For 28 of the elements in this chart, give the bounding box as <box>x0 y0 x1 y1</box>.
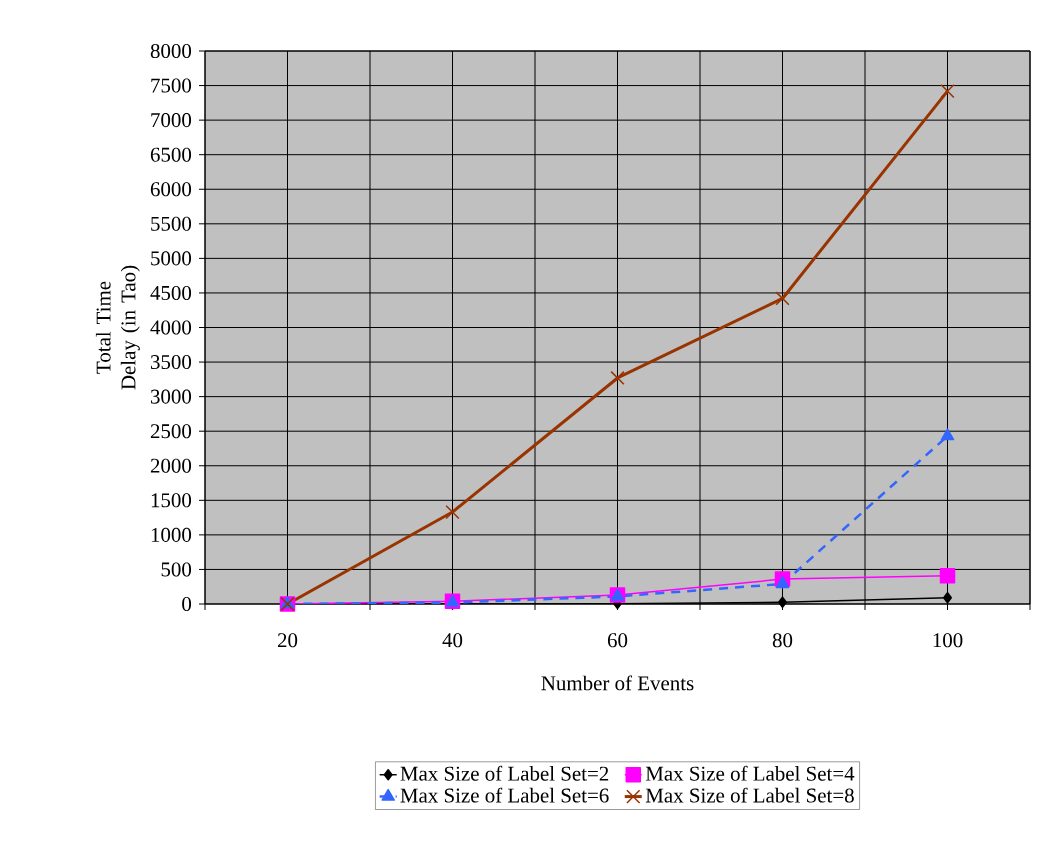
y-tick-label: 5000 <box>151 251 192 266</box>
x-axis-title: Number of Events <box>541 675 694 691</box>
y-tick-label: 2000 <box>150 458 192 473</box>
y-tick-label: 4500 <box>150 285 192 300</box>
x-tick-label: 40 <box>442 633 463 648</box>
y-tick-label: 7000 <box>151 113 192 128</box>
y-tick-label: 3000 <box>150 389 192 404</box>
y-tick-label: 1500 <box>151 493 192 508</box>
y-tick-label: 0 <box>182 596 192 612</box>
y-tick-label: 500 <box>161 562 192 577</box>
legend-label: Max Size of Label Set=6 <box>400 787 609 803</box>
y-tick-label: 7500 <box>151 78 192 93</box>
y-tick-label: 1000 <box>151 527 192 542</box>
y-tick-label: 6000 <box>150 182 192 197</box>
legend-label: Max Size of Label Set=4 <box>645 765 855 781</box>
legend-label: Max Size of Label Set=8 <box>645 787 854 803</box>
x-tick-label: 80 <box>772 633 793 648</box>
y-tick-label: 5500 <box>151 216 192 231</box>
y-axis-title: Total Time Delay (in Tao) <box>95 265 140 390</box>
legend-label: Max Size of Label Set=2 <box>400 765 609 781</box>
y-tick-label: 2500 <box>150 424 192 439</box>
x-tick-label: 60 <box>607 633 628 648</box>
x-tick-label: 100 <box>933 633 963 648</box>
y-tick-label: 8000 <box>150 43 192 59</box>
x-tick-label: 20 <box>277 633 298 648</box>
y-tick-label: 3500 <box>150 355 192 370</box>
y-tick-label: 4000 <box>150 320 192 335</box>
y-tick-label: 6500 <box>150 147 192 162</box>
